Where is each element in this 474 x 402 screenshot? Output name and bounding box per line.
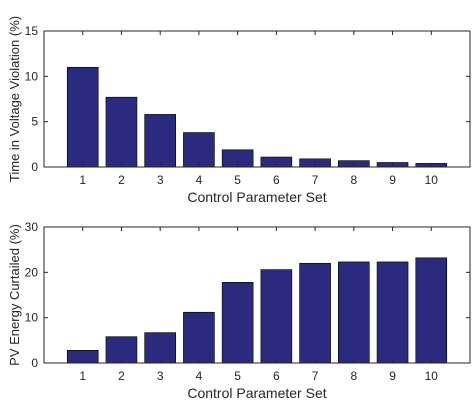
x-tick-label: 2 [118,173,125,187]
voltage-violation-chart: 0 5 10 15 1 2 3 4 5 6 7 8 9 10 Control Parameter Set… [7,16,471,205]
bars-group [66,66,448,168]
x-ticks: 1 2 3 4 5 6 7 8 9 10 [79,227,438,383]
bar-2 [105,336,138,364]
pv-energy-curtailed-chart: 0 10 20 30 1 2 3 4 5 6 7 8 9 10 Control Parameter Se… [7,220,471,401]
x-tick-label: 8 [350,369,357,383]
x-axis-label: Control Parameter Set [187,385,326,401]
bar-7 [299,262,331,364]
x-tick-label: 10 [425,369,439,383]
y-axis-label: PV Energy Curtailed (%) [7,224,22,366]
bar-8 [338,261,370,364]
y-tick-label: 10 [25,69,39,83]
y-ticks: 0 5 10 15 [25,24,470,174]
x-tick-label: 9 [389,369,396,383]
bars-group [66,257,448,364]
y-axis-label: Time in Voltage Violation (%) [7,16,22,182]
x-axis-label: Control Parameter Set [187,189,326,205]
x-tick-label: 6 [273,369,280,383]
x-tick-label: 9 [389,173,396,187]
x-ticks: 1 2 3 4 5 6 7 8 9 10 [79,31,438,187]
x-tick-label: 4 [196,369,203,383]
x-tick-label: 1 [79,369,86,383]
x-tick-label: 5 [234,173,241,187]
x-tick-label: 5 [234,369,241,383]
bar-6 [260,269,293,364]
axes-box [43,226,471,364]
y-tick-label: 20 [25,265,39,279]
bar-10 [415,257,448,364]
x-tick-label: 6 [273,173,280,187]
y-tick-label: 0 [31,160,38,174]
bar-1 [66,66,99,168]
x-tick-label: 7 [312,369,319,383]
x-tick-label: 3 [157,173,164,187]
x-tick-label: 8 [350,173,357,187]
bar-3 [144,332,176,364]
y-tick-label: 10 [25,311,39,325]
bar-4 [183,311,215,364]
y-tick-label: 30 [25,220,39,234]
x-tick-label: 3 [157,369,164,383]
y-ticks: 0 10 20 30 [25,220,470,370]
y-tick-label: 15 [25,24,39,38]
x-tick-label: 2 [118,369,125,383]
bar-2 [105,96,138,168]
x-tick-label: 7 [312,173,319,187]
y-tick-label: 0 [31,356,38,370]
bar-5 [221,282,254,364]
bar-3 [144,114,176,168]
x-tick-label: 1 [79,173,86,187]
bar-9 [376,261,409,364]
x-tick-label: 10 [425,173,439,187]
x-tick-label: 4 [196,173,203,187]
y-tick-label: 5 [31,115,38,129]
bar-4 [183,132,215,168]
axes-box [43,30,471,168]
